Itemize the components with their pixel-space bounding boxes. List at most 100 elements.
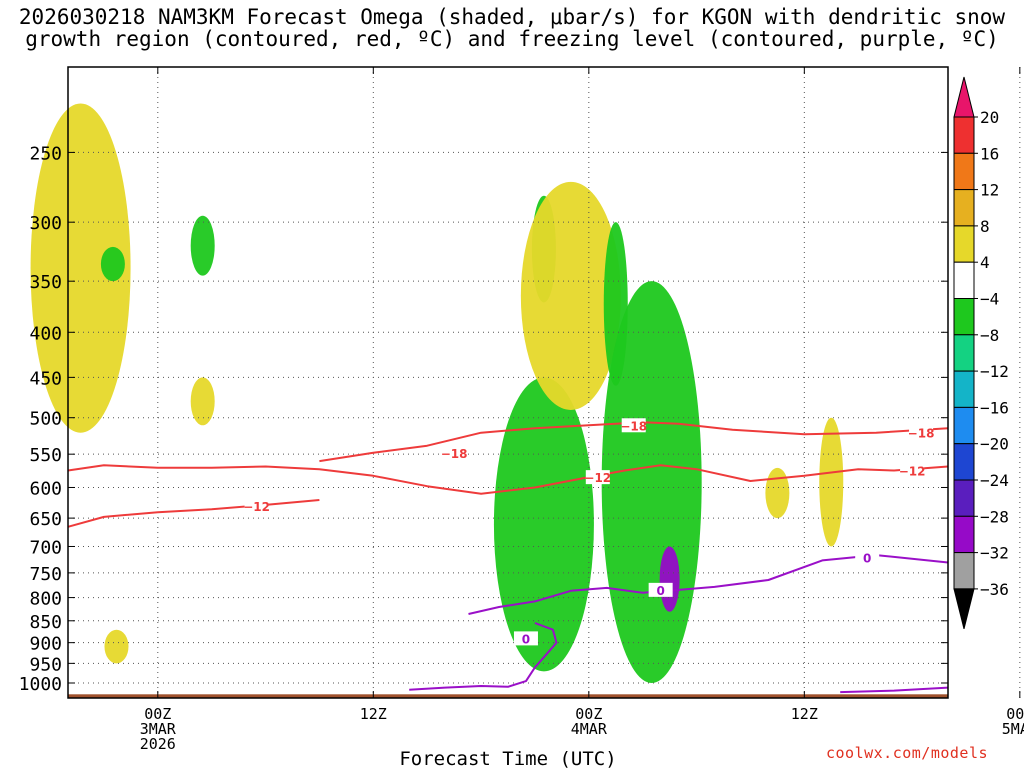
x-tick-label-12-0: 12Z bbox=[360, 705, 387, 723]
contours bbox=[67, 421, 949, 694]
y-tick-label-950: 950 bbox=[29, 654, 62, 675]
contour-label-3: −12 bbox=[584, 471, 611, 485]
contour-label-1: −18 bbox=[620, 419, 647, 433]
contour-label-2: −18 bbox=[908, 427, 935, 441]
chart-title: 2026030218 NAM3KM Forecast Omega (shaded… bbox=[0, 6, 1024, 50]
color-bar-segment-7 bbox=[953, 334, 975, 372]
x-tick-label-48-1: 5MAR bbox=[1002, 720, 1024, 738]
contour-temperature-m18-0 bbox=[319, 421, 949, 463]
x-tick-label-0-2: 2026 bbox=[140, 735, 176, 753]
y-tick-label-400: 400 bbox=[29, 323, 62, 344]
y-tick-label-800: 800 bbox=[29, 589, 62, 610]
color-bar-segment-10 bbox=[953, 443, 975, 481]
color-bar-segment-3 bbox=[953, 189, 975, 227]
chart-title-line-1: 2026030218 NAM3KM Forecast Omega (shaded… bbox=[18, 5, 1006, 29]
y-tick-label-250: 250 bbox=[29, 143, 62, 164]
y-tick-label-700: 700 bbox=[29, 537, 62, 558]
omega-region-12 bbox=[765, 467, 790, 519]
omega-region-0 bbox=[30, 103, 131, 433]
contour-label-bg-0 bbox=[442, 445, 467, 460]
y-tick-label-550: 550 bbox=[29, 445, 62, 466]
contour-temperature-m12-2 bbox=[67, 499, 320, 528]
chart-title-line-2: growth region (contoured, red, ºC) and f… bbox=[25, 27, 999, 51]
omega-shading bbox=[30, 103, 844, 683]
contour-temperature-m12-1 bbox=[67, 464, 949, 495]
color-bar-segment-9 bbox=[953, 406, 975, 445]
color-bar-label-3: 8 bbox=[980, 217, 990, 236]
color-bar-segment-13 bbox=[953, 552, 975, 590]
color-bar-label-8: −16 bbox=[980, 398, 1009, 417]
y-tick-label-850: 850 bbox=[29, 612, 62, 633]
color-bar-segment-6 bbox=[953, 298, 975, 336]
color-bar-segment-12 bbox=[953, 515, 975, 554]
color-bar-label-12: −32 bbox=[980, 544, 1009, 563]
omega-region-4 bbox=[190, 377, 215, 426]
contour-label-4: −12 bbox=[899, 465, 926, 479]
color-bar-segment-8 bbox=[953, 370, 975, 408]
contour-temperature-0-4 bbox=[409, 622, 558, 691]
color-bar-label-7: −12 bbox=[980, 362, 1009, 381]
y-tick-label-600: 600 bbox=[29, 478, 62, 499]
y-tick-label-650: 650 bbox=[29, 509, 62, 530]
contour-label-5: −12 bbox=[243, 500, 270, 514]
color-bar-label-4: 4 bbox=[980, 253, 990, 272]
color-bar-segment-0 bbox=[953, 76, 975, 118]
y-tick-label-1000: 1000 bbox=[19, 674, 62, 695]
color-bar-label-5: −4 bbox=[980, 290, 999, 309]
color-bar-label-11: −28 bbox=[980, 507, 1009, 526]
omega-region-9 bbox=[601, 281, 702, 683]
x-tick-label-0-1: 3MAR bbox=[140, 720, 177, 738]
contour-label-8: 0 bbox=[522, 632, 530, 646]
color-bar-label-0: 20 bbox=[980, 108, 999, 127]
color-bar-label-6: −8 bbox=[980, 326, 999, 345]
contour-label-bg-1 bbox=[621, 418, 646, 433]
omega-region-3 bbox=[190, 215, 215, 276]
x-tick-label-36-0: 12Z bbox=[791, 705, 818, 723]
contour-label-bg-5 bbox=[244, 499, 269, 514]
y-axis: 2503003504004505005506006507007508008509… bbox=[19, 143, 948, 695]
y-tick-label-350: 350 bbox=[29, 272, 62, 293]
color-bar-segment-11 bbox=[953, 479, 975, 517]
contour-label-bg-6 bbox=[648, 582, 673, 597]
contour-label-6: 0 bbox=[656, 584, 664, 598]
omega-region-2 bbox=[104, 629, 129, 664]
contour-label-bg-4 bbox=[900, 463, 925, 478]
contour-label-bg-8 bbox=[513, 631, 538, 646]
y-tick-label-500: 500 bbox=[29, 409, 62, 430]
contour-label-7: 0 bbox=[863, 551, 871, 565]
contour-labels: −18 −18 −18 −12 −12 −12 0 0 0 bbox=[243, 418, 934, 646]
color-bar-segment-4 bbox=[953, 225, 975, 263]
contour-label-0: −18 bbox=[441, 447, 468, 461]
contour-temperature-0-5 bbox=[840, 686, 949, 694]
x-tick-label-24-1: 4MAR bbox=[571, 720, 608, 738]
source-credit: coolwx.com/models bbox=[826, 744, 989, 762]
y-tick-label-300: 300 bbox=[29, 213, 62, 234]
color-bar-segment-5 bbox=[953, 261, 975, 300]
omega-region-11 bbox=[819, 417, 844, 547]
omega-region-10 bbox=[659, 546, 680, 612]
y-tick-label-900: 900 bbox=[29, 634, 62, 655]
contour-label-bg-3 bbox=[585, 470, 610, 485]
x-axis-title: Forecast Time (UTC) bbox=[399, 748, 616, 768]
omega-region-1 bbox=[100, 246, 125, 282]
contour-label-bg-2 bbox=[909, 425, 934, 440]
color-bar-label-10: −24 bbox=[980, 471, 1009, 490]
terrain bbox=[68, 694, 948, 698]
grid bbox=[68, 67, 1021, 698]
color-bar: 20 16 12 8 4 −4 −8 −12 −16 −20 −24 −28 −32 −36 bbox=[953, 76, 1009, 630]
y-tick-label-750: 750 bbox=[29, 564, 62, 585]
y-tick-label-450: 450 bbox=[29, 368, 62, 389]
x-axis: 00Z3MAR202612Z00Z4MAR12Z00Z5MAR bbox=[140, 67, 1024, 753]
color-bar-label-2: 12 bbox=[980, 181, 999, 200]
plot-frame bbox=[67, 66, 949, 699]
color-bar-segment-14 bbox=[953, 588, 975, 630]
omega-region-7 bbox=[520, 181, 621, 410]
x-tick-label-0-0: 00Z bbox=[144, 705, 171, 723]
color-bar-segment-2 bbox=[953, 152, 975, 191]
color-bar-segment-1 bbox=[953, 116, 975, 154]
x-tick-label-48-0: 00Z bbox=[1006, 705, 1024, 723]
x-tick-label-24-0: 00Z bbox=[575, 705, 602, 723]
color-bar-label-1: 16 bbox=[980, 144, 999, 163]
contour-label-bg-7 bbox=[855, 550, 880, 565]
